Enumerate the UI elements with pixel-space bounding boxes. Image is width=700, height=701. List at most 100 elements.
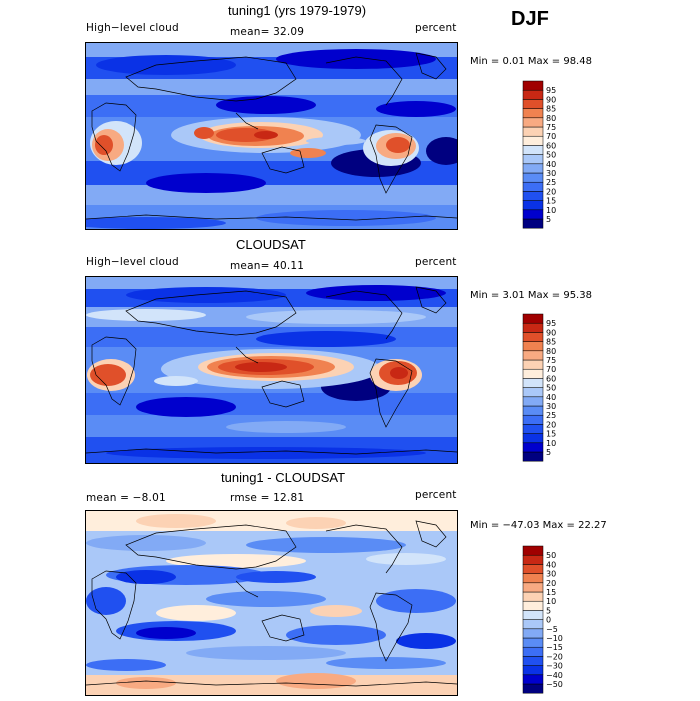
colorbar-level-label: 15: [546, 430, 556, 439]
colorbar-level-label: 40: [546, 393, 556, 402]
colorbar-swatch: [522, 332, 544, 342]
panel-1-units: percent: [415, 22, 457, 34]
colorbar-swatch: [522, 628, 544, 639]
colorbar-level-label: 15: [546, 588, 556, 597]
panel-3-map: [85, 510, 458, 696]
colorbar-swatch: [522, 200, 544, 211]
colorbar-level-label: 70: [546, 132, 556, 141]
colorbar-level-label: 50: [546, 151, 556, 160]
panel-3-rmse: rmse = 12.81: [230, 492, 305, 504]
colorbar-level-label: 5: [546, 215, 551, 224]
colorbar-level-label: 20: [546, 420, 556, 429]
panel-3-units: percent: [415, 489, 457, 501]
colorbar-level-label: 40: [546, 560, 556, 569]
panel-1-stats: Min = 0.01 Max = 98.48: [470, 56, 592, 67]
colorbar-level-label: 85: [546, 105, 556, 114]
panel-1-colorbar: 5 10 15 20 25 30 40 50 60 70 75 80 85 90 95: [522, 80, 582, 236]
colorbar-level-label: 40: [546, 160, 556, 169]
colorbar-level-label: −15: [546, 643, 563, 652]
colorbar-swatch: [522, 396, 544, 407]
colorbar-swatch: [522, 656, 544, 666]
colorbar-swatch: [522, 154, 544, 165]
colorbar-swatch: [522, 108, 544, 119]
colorbar-swatch: [522, 368, 544, 379]
colorbar-swatch: [522, 591, 544, 602]
colorbar-swatch: [522, 610, 544, 620]
panel-3-title: tuning1 - CLOUDSAT: [221, 470, 346, 485]
colorbar-swatch: [522, 341, 544, 352]
colorbar-level-label: 25: [546, 411, 556, 420]
colorbar-level-label: 70: [546, 365, 556, 374]
panel-2-colorbar: 5 10 15 20 25 30 40 50 60 70 75 80 85 90 95: [522, 313, 582, 469]
colorbar-level-label: −20: [546, 652, 563, 661]
colorbar-swatch: [522, 564, 544, 574]
panel-1-title: tuning1 (yrs 1979-1979): [228, 3, 367, 18]
colorbar-swatch: [522, 665, 544, 676]
colorbar-level-label: 50: [546, 551, 556, 560]
colorbar-swatch: [522, 80, 544, 91]
colorbar-level-label: 30: [546, 570, 556, 579]
colorbar-swatch: [522, 414, 544, 425]
colorbar-swatch: [522, 117, 544, 128]
colorbar-level-label: 50: [546, 384, 556, 393]
season-label: DJF: [511, 8, 549, 30]
colorbar-swatch: [522, 378, 544, 388]
colorbar-swatch: [522, 424, 544, 434]
colorbar-swatch: [522, 218, 544, 229]
colorbar-level-label: −30: [546, 662, 563, 671]
colorbar-swatch: [522, 126, 544, 137]
colorbar-swatch: [522, 209, 544, 220]
colorbar-level-label: 90: [546, 95, 556, 104]
colorbar-level-label: 30: [546, 169, 556, 178]
colorbar-swatch: [522, 387, 544, 398]
colorbar-level-label: 75: [546, 123, 556, 132]
colorbar-level-label: 60: [546, 374, 556, 383]
colorbar-swatch: [522, 359, 544, 370]
colorbar-swatch: [522, 135, 544, 146]
colorbar-swatch: [522, 322, 544, 333]
colorbar-swatch: [522, 600, 544, 611]
colorbar-swatch: [522, 582, 544, 593]
colorbar-level-label: 95: [546, 319, 556, 328]
colorbar-swatch: [522, 554, 544, 565]
panel-3-colorbar: −50 −40 −30 −20 −15 −10 −5 0 5 10 15 20 30 40 50: [522, 545, 582, 701]
colorbar-level-label: −40: [546, 671, 563, 680]
colorbar-level-label: 60: [546, 141, 556, 150]
colorbar-swatch: [522, 637, 544, 648]
panel-2-field: [86, 277, 457, 463]
panel-3-stats: Min = −47.03 Max = 22.27: [470, 520, 607, 531]
colorbar-level-label: 95: [546, 86, 556, 95]
panel-1-mean: mean= 32.09: [230, 26, 305, 38]
colorbar-swatch: [522, 350, 544, 361]
colorbar-level-label: 15: [546, 197, 556, 206]
colorbar-level-label: −50: [546, 680, 563, 689]
panel-2-left-label: High−level cloud: [86, 256, 179, 268]
colorbar-swatch: [522, 145, 544, 155]
colorbar-swatch: [522, 191, 544, 201]
colorbar-swatch: [522, 619, 544, 630]
colorbar-swatch: [522, 99, 544, 109]
colorbar-swatch: [522, 573, 544, 584]
colorbar-level-label: 10: [546, 597, 556, 606]
colorbar-level-label: 20: [546, 579, 556, 588]
colorbar-level-label: −5: [546, 625, 558, 634]
panel-2-title: CLOUDSAT: [236, 237, 306, 252]
panel-3-mean: mean = −8.01: [86, 492, 166, 504]
colorbar-level-label: 80: [546, 347, 556, 356]
panel-2-stats: Min = 3.01 Max = 95.38: [470, 290, 592, 301]
colorbar-level-label: 20: [546, 187, 556, 196]
colorbar-swatch: [522, 405, 544, 416]
colorbar-level-label: 30: [546, 402, 556, 411]
colorbar-level-label: −10: [546, 634, 563, 643]
colorbar-level-label: 5: [546, 448, 551, 457]
panel-2-map: [85, 276, 458, 464]
colorbar-swatch: [522, 181, 544, 192]
colorbar-level-label: 25: [546, 178, 556, 187]
colorbar-level-label: 5: [546, 606, 551, 615]
colorbar-swatch: [522, 442, 544, 453]
colorbar-level-label: 85: [546, 338, 556, 347]
colorbar-swatch: [522, 683, 544, 694]
